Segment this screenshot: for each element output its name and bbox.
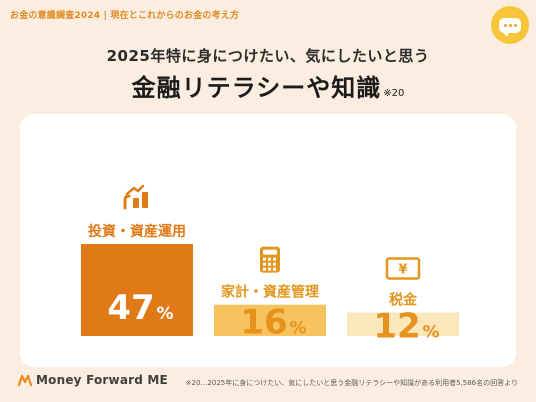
category-label: 税金 (389, 292, 418, 309)
chart-subtitle: 2025年特に身につけたい、気にしたいと思う (106, 47, 430, 65)
calculator-icon (260, 246, 280, 273)
bar (81, 244, 193, 336)
value-label: 47 (107, 288, 154, 328)
bar (214, 304, 326, 336)
category-label: 家計・資産管理 (221, 284, 319, 301)
footer-logo: Money Forward ME (18, 373, 168, 387)
footnote: ※20…2025年に身につけたい、気にしたいと思う金融リテラシーや知識がある利用… (185, 379, 518, 387)
category-label: 投資・資産運用 (88, 223, 186, 240)
chat-button[interactable] (491, 6, 529, 44)
header-caption: お金の意識調査2024 | 現在とこれからのお金の考え方 (10, 11, 240, 21)
logo-text: Money Forward ME (36, 373, 168, 387)
yen-bill-icon: ¥ (385, 257, 421, 280)
value-label: 16 (240, 302, 287, 342)
svg-text:¥: ¥ (398, 263, 407, 278)
value-unit: % (289, 318, 306, 338)
title-note: ※20 (383, 88, 405, 99)
money-forward-logo-icon (18, 374, 32, 387)
chart-growth-icon (123, 184, 148, 210)
bar (347, 312, 459, 336)
chart-card: 投資・資産運用 47% 家計・資産管理 16% 税金 ¥12% (20, 114, 516, 367)
value-label: 12 (373, 306, 420, 346)
chat-bubble-icon (499, 17, 521, 37)
chart-title-row: 金融リテラシーや知識 ※20 (0, 68, 536, 103)
value-unit: % (156, 304, 173, 324)
value-unit: % (422, 322, 439, 342)
chart-title: 金融リテラシーや知識 (131, 74, 382, 102)
